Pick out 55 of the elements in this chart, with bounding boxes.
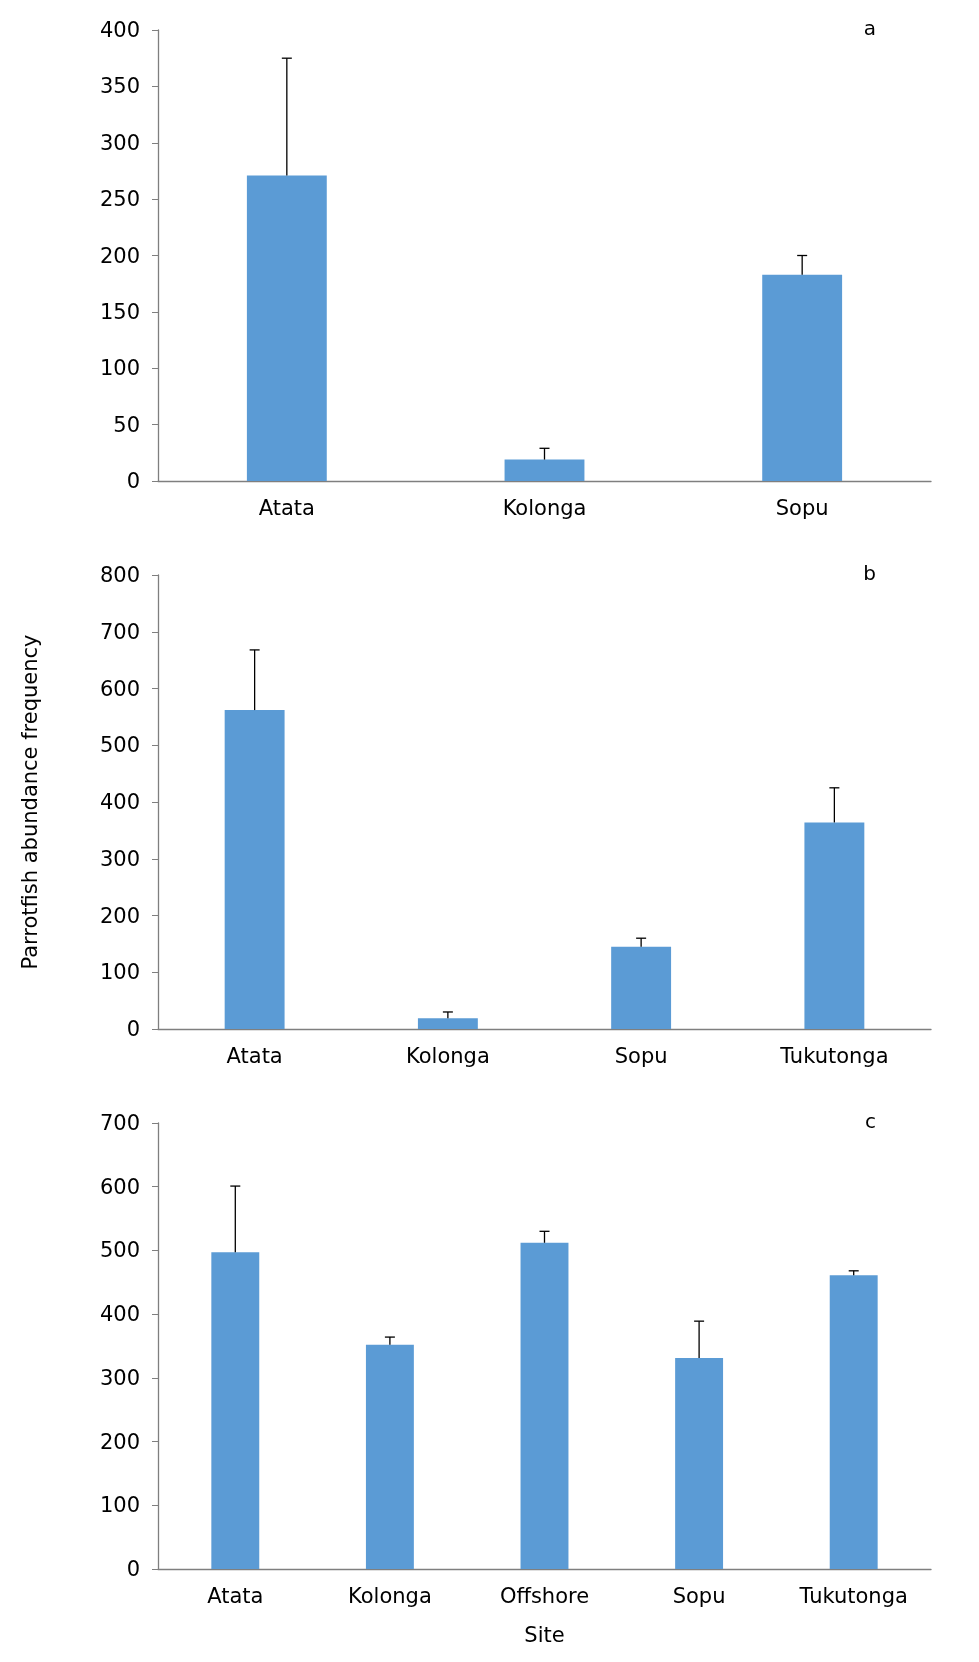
x-tick-label: Offshore xyxy=(499,1583,590,1608)
x-tick-label: Sopu xyxy=(775,495,829,520)
y-tick-label: 600 xyxy=(99,676,140,701)
y-tick-label: 300 xyxy=(99,846,140,871)
bar xyxy=(246,175,327,481)
y-tick-label: 0 xyxy=(126,1017,140,1041)
bar xyxy=(520,1242,569,1569)
y-tick-label: 600 xyxy=(99,1174,140,1199)
x-tick-label: Kolonga xyxy=(348,1583,432,1608)
x-tick-label: Atata xyxy=(258,495,315,520)
bar xyxy=(804,822,865,1029)
y-tick-label: 200 xyxy=(99,1429,140,1454)
y-tick-label: 300 xyxy=(99,1365,140,1390)
annotation: b xyxy=(863,561,877,585)
y-tick-label: 100 xyxy=(99,356,140,381)
y-tick-label: 800 xyxy=(99,563,140,587)
x-tick-label: Sopu xyxy=(672,1583,726,1608)
x-tick-label: Sopu xyxy=(614,1043,668,1068)
y-tick-label: 200 xyxy=(99,243,140,268)
x-tick-label: Kolonga xyxy=(405,1043,490,1068)
bar xyxy=(762,274,843,481)
bar xyxy=(504,459,585,481)
y-tick-label: 100 xyxy=(99,960,140,985)
x-tick-label: Atata xyxy=(207,1583,264,1608)
x-tick-label: Tukutonga xyxy=(798,1583,908,1608)
bar xyxy=(611,946,672,1029)
x-tick-label: Kolonga xyxy=(502,495,587,520)
bar xyxy=(829,1275,878,1569)
y-tick-label: 150 xyxy=(99,299,140,324)
x-tick-label: Tukutonga xyxy=(779,1043,889,1068)
y-axis-title: Parrotfish abundance frequency xyxy=(17,634,42,970)
y-tick-label: 700 xyxy=(99,619,140,644)
bar xyxy=(675,1358,724,1569)
y-tick-label: 350 xyxy=(99,74,140,99)
y-tick-label: 500 xyxy=(99,733,140,758)
bar xyxy=(211,1252,260,1569)
x-axis-title: Site xyxy=(524,1622,565,1647)
annotation: a xyxy=(863,16,877,40)
y-tick-label: 400 xyxy=(99,1302,140,1327)
bar xyxy=(365,1344,414,1569)
y-tick-label: 700 xyxy=(99,1111,140,1135)
y-tick-label: 50 xyxy=(113,412,140,437)
y-tick-label: 200 xyxy=(99,903,140,928)
y-tick-label: 250 xyxy=(99,187,140,212)
bar xyxy=(417,1018,478,1029)
annotation: c xyxy=(865,1109,876,1133)
y-tick-label: 400 xyxy=(99,790,140,814)
bar xyxy=(224,710,285,1029)
y-tick-label: 0 xyxy=(126,1557,140,1581)
x-tick-label: Atata xyxy=(226,1043,283,1068)
y-tick-label: 500 xyxy=(99,1238,140,1263)
y-tick-label: 100 xyxy=(99,1493,140,1518)
y-tick-label: 0 xyxy=(126,469,140,493)
y-tick-label: 400 xyxy=(99,18,140,42)
y-tick-label: 300 xyxy=(99,130,140,155)
